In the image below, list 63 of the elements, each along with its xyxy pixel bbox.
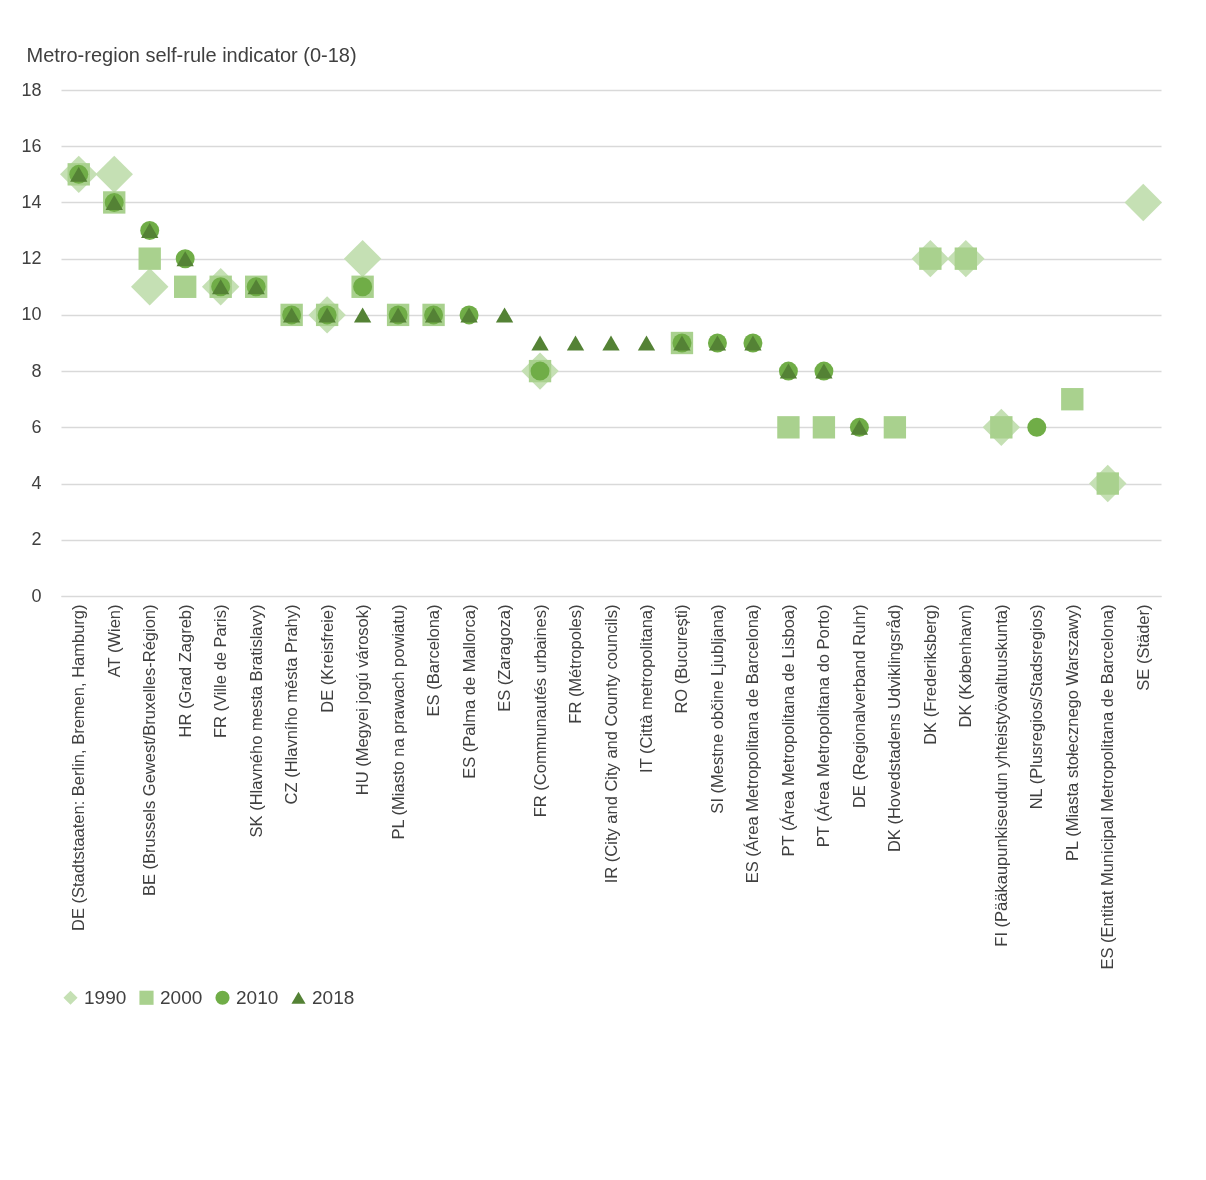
x-tick-label: FR (Ville de Paris) bbox=[211, 604, 230, 739]
point bbox=[566, 335, 585, 351]
y-tick-label: 6 bbox=[31, 416, 42, 437]
x-tick-label: ES (Área Metropolitana de Barcelona) bbox=[743, 604, 762, 884]
x-tick-label: BE (Brussels Gewest/Bruxelles-Région) bbox=[140, 604, 159, 897]
x-tick-label: SK (Hlavného mesta Bratislavy) bbox=[246, 604, 265, 838]
y-tick-label: 0 bbox=[31, 585, 42, 606]
y-axis-title: Metro-region self-rule indicator (0-18) bbox=[26, 43, 357, 66]
x-tick-label: FR (Communautés urbaines) bbox=[530, 604, 549, 818]
point bbox=[495, 307, 514, 323]
point bbox=[343, 239, 382, 278]
x-tick-label: PL (Miasto na prawach powiatu) bbox=[388, 604, 407, 840]
x-tick-label: PT (Área Metropolitana do Porto) bbox=[814, 604, 833, 848]
x-tick-label: PL (Miasta stołecznego Warszawy) bbox=[1062, 604, 1081, 861]
point bbox=[602, 335, 620, 351]
x-tick-label: IT (Città metropolitana) bbox=[636, 604, 655, 773]
x-tick-label: ES (Entitat Municipal Metropolitana de Barcelona) bbox=[1098, 604, 1117, 970]
point bbox=[637, 335, 656, 351]
legend-label: 2010 bbox=[236, 986, 279, 1008]
y-tick-label: 10 bbox=[21, 304, 42, 325]
x-tick-label: RO (București) bbox=[672, 604, 691, 714]
point bbox=[1124, 183, 1162, 222]
point bbox=[812, 416, 836, 439]
x-tick-label: DK (Hovedstadens Udviklingsråd) bbox=[885, 604, 904, 853]
x-tick-label: DE (Kreisfreie) bbox=[317, 604, 336, 713]
point bbox=[138, 247, 161, 270]
x-tick-label: IR (City and City and County councils) bbox=[601, 604, 620, 884]
point bbox=[883, 416, 907, 439]
point bbox=[174, 275, 197, 298]
x-tick-label: SI (Mestne občine Ljubljana) bbox=[707, 604, 726, 814]
x-tick-label: FR (Métropoles) bbox=[566, 604, 585, 724]
x-tick-label: DE (Stadtstaaten: Berlin, Bremen, Hamburg) bbox=[69, 604, 88, 931]
y-tick-label: 2 bbox=[31, 529, 42, 550]
x-tick-label: ES (Zaragoza) bbox=[495, 604, 514, 712]
x-tick-label: CZ (Hlavního města Prahy) bbox=[282, 604, 301, 805]
legend-label: 1990 bbox=[84, 986, 127, 1008]
x-tick-label: FI (Pääkaupunkiseudun yhteistyövaltuuskunta) bbox=[991, 604, 1010, 947]
x-tick-label: NL (Plusregios/Stadsregios) bbox=[1027, 604, 1046, 810]
x-tick-label: AT (Wien) bbox=[104, 604, 123, 678]
y-tick-label: 8 bbox=[31, 360, 42, 381]
x-tick-label: SE (Städer) bbox=[1133, 604, 1152, 691]
x-tick-label: ES (Palma de Mallorca) bbox=[459, 604, 478, 779]
point bbox=[531, 335, 549, 351]
legend-label: 2018 bbox=[312, 986, 355, 1008]
legend-label: 2000 bbox=[160, 986, 203, 1008]
x-tick-label: DK (København) bbox=[956, 604, 975, 728]
y-tick-label: 4 bbox=[31, 473, 42, 494]
y-tick-label: 16 bbox=[21, 135, 42, 156]
y-tick-label: 12 bbox=[21, 248, 42, 269]
point bbox=[131, 268, 169, 306]
x-tick-label: PT (Área Metropolitana de Lisboa) bbox=[778, 604, 797, 857]
point bbox=[1061, 388, 1084, 411]
x-tick-label: DE (Regionalverband Ruhr) bbox=[849, 604, 868, 809]
y-tick-label: 14 bbox=[21, 191, 42, 212]
y-tick-label: 18 bbox=[21, 79, 42, 100]
point bbox=[95, 155, 133, 194]
x-tick-label: ES (Barcelona) bbox=[424, 604, 443, 717]
point bbox=[353, 307, 372, 323]
point bbox=[777, 416, 800, 439]
x-tick-label: DK (Frederiksberg) bbox=[920, 604, 939, 745]
x-tick-label: HU (Megyei jogú városok) bbox=[353, 604, 372, 796]
x-tick-label: HR (Grad Zagreb) bbox=[175, 604, 194, 738]
point bbox=[1027, 417, 1047, 437]
